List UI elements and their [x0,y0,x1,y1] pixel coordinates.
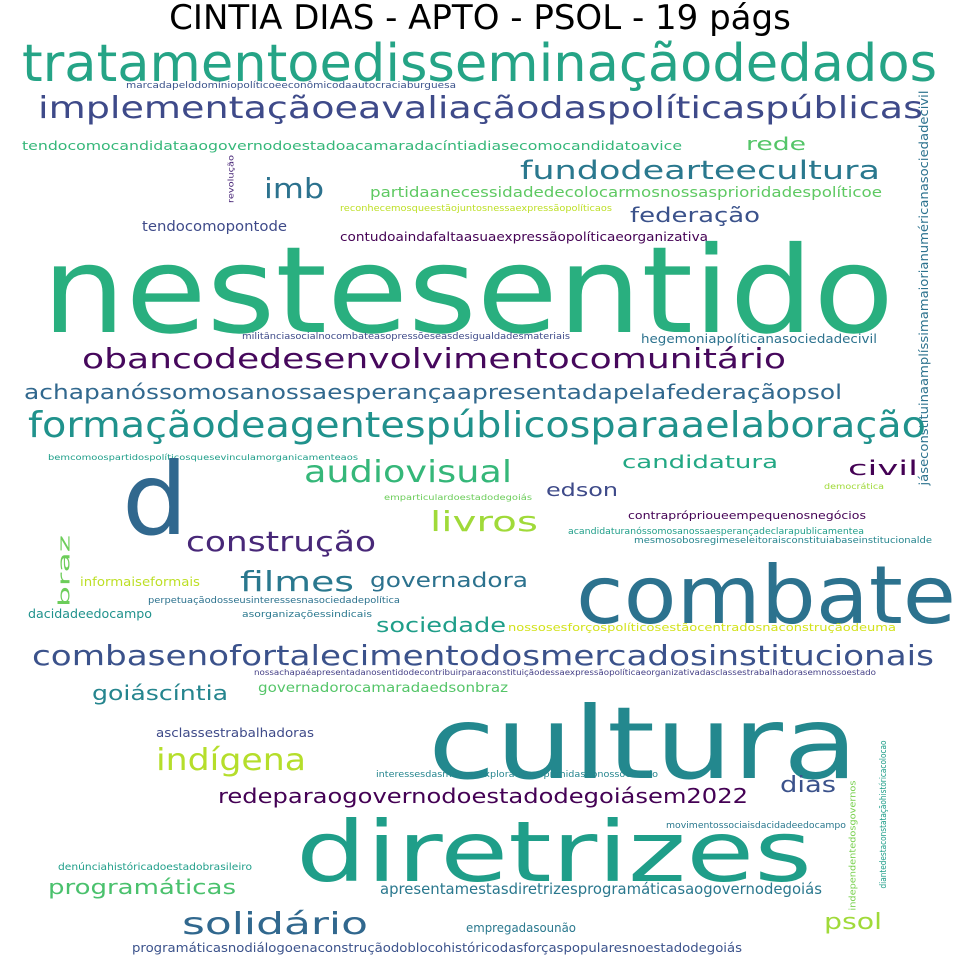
cloud-word-8: fundodearteecultura [520,156,881,186]
cloud-word-20: formaçãodeagentespúblicosparaaelaboração [28,405,927,446]
cloud-word-7: revolução [227,154,236,204]
cloud-word-17: hegemoniapolíticanasociedadecivil [641,332,877,346]
cloud-word-15: nestesentido [42,222,894,361]
cloud-word-56: diretrizes [296,803,812,901]
cloud-word-23: candidatura [622,452,779,473]
cloud-word-1: tratamentoedisseminaçãodedados [22,34,938,94]
cloud-word-55: dias [780,773,837,798]
cloud-word-6: tendocomocandidataaogovernodoestadoacama… [22,139,683,153]
cloud-word-24: civil [848,456,919,480]
cloud-word-52: independentedosgovernos [848,779,859,911]
cloud-word-45: nossachapaéapresentadanosentidodecontrib… [254,668,877,677]
cloud-word-53: interessesdasmassasexploradaseoprimidasd… [376,770,658,780]
cloud-word-40: dacidadeedocampo [28,607,153,621]
cloud-word-62: psol [824,910,883,935]
cloud-word-51: diantedestaconstataçãohistóricacolocao [879,739,890,889]
cloud-word-54: redeparaogovernodoestadodegoiásem2022 [218,784,748,808]
cloud-word-27: emparticulardoestadodegoiás [384,493,532,502]
cloud-word-22: audiovisual [304,455,513,490]
cloud-word-48: cultura [428,685,858,802]
cloud-word-58: denúnciahistóricadoestadobrasileiro [58,862,252,873]
cloud-word-29: contrapróprioueempequenosnegócios [628,509,866,522]
cloud-word-36: informaiseformais [80,575,200,589]
cloud-word-3: implementaçãoeavaliaçãodaspolíticaspúbli… [38,91,924,126]
cloud-word-34: braz [54,535,73,607]
cloud-word-30: livros [430,505,538,538]
cloud-word-46: goiáscíntia [92,681,228,705]
cloud-word-47: governadorocamaradaedsonbraz [258,681,508,696]
cloud-word-16: militânciasocialnocombateasopressõeseasd… [242,332,570,342]
cloud-word-9: imb [264,172,325,205]
cloud-word-21: bemcomoospartidospolíticosquesevinculamo… [48,453,359,462]
cloud-word-57: movimentossociaisdacidadeedocampo [666,821,846,831]
cloud-word-28: d [122,441,188,558]
cloud-word-50: indígena [156,743,307,778]
cloud-word-31: acandidaturanóssomosanossaesperançadecla… [568,527,864,537]
cloud-word-38: governadora [370,568,529,592]
cloud-word-41: asorganizaçõessindicais [242,610,372,620]
cloud-word-64: programáticasnodiálogoenaconstruçãodoblo… [132,941,743,955]
cloud-word-18: obancodedesenvolvimentocomunitário [82,342,786,375]
cloud-word-25: edson [546,480,619,501]
cloud-word-39: perpetuaçãodosseusinteressesnasociedadep… [148,596,401,606]
cloud-word-35: combate [576,549,957,642]
cloud-word-61: solidário [182,907,368,942]
cloud-word-19: achapanóssomosanossaesperançaapresentada… [24,380,843,404]
cloud-word-13: tendocomopontode [142,219,288,235]
cloud-word-49: asclassestrabalhadoras [156,726,315,740]
cloud-word-12: federação [630,203,761,227]
cloud-word-63: empregadasounão [466,921,576,935]
cloud-word-44: combasenofortalecimentodosmercadosinstit… [32,639,934,672]
cloud-title: CINTIA DIAS - APTO - PSOL - 19 págs [169,0,791,38]
cloud-word-26: democrática [824,482,884,491]
cloud-word-10: partidaanecessidadedecolocarmosnossaspri… [370,185,882,201]
cloud-word-59: programáticas [48,875,236,899]
cloud-word-33: construção [186,525,376,558]
cloud-word-43: nossosesforçospolíticosestãocentradosnac… [508,621,897,634]
cloud-word-11: reconhecemosqueestãojuntosnessaexpressão… [340,204,612,214]
cloud-word-60: apresentamestasdiretrizesprogramáticasao… [380,880,823,898]
cloud-word-37: filmes [240,565,355,598]
cloud-word-14: contudoaindafaltaasuaexpressãopolíticaeo… [340,230,709,244]
cloud-word-42: sociedade [376,613,507,637]
cloud-word-32: mesmosobosregimeseleitoraisconstituiabas… [634,536,932,546]
cloud-word-5: rede [746,134,807,155]
cloud-word-2: marcadapelodomíniopolíticoeeconômicodaau… [126,81,457,91]
